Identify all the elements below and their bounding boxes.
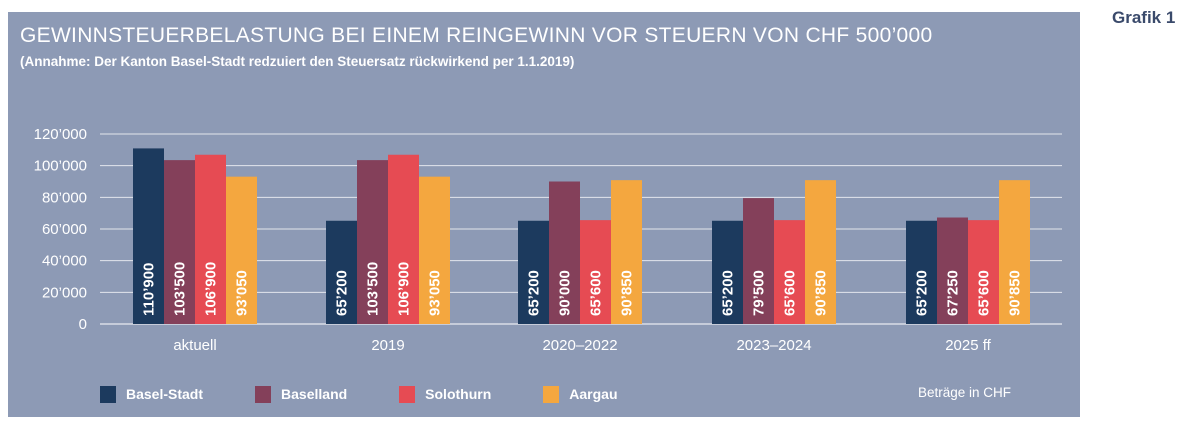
bar-solothurn <box>580 220 611 324</box>
legend-item-baselland: Baselland <box>255 385 348 403</box>
legend-swatch-basel-stadt <box>100 385 116 403</box>
y-tick-label: 40’000 <box>42 253 87 270</box>
x-category-label: 2023–2024 <box>736 337 811 354</box>
bar-value-label: 93’050 <box>427 270 444 316</box>
legend-swatch-aargau <box>543 385 560 403</box>
bar-value-label: 65’200 <box>526 270 543 316</box>
x-category-label: 2025 ff <box>945 337 991 354</box>
legend-label: Baselland <box>281 386 348 402</box>
bar-aargau <box>419 176 450 324</box>
bar-value-label: 79’500 <box>751 270 768 316</box>
bar-value-label: 65’600 <box>976 270 993 316</box>
bar-value-label: 90’850 <box>1007 270 1024 316</box>
bar-basel-stadt <box>906 220 937 324</box>
bar-aargau <box>611 180 642 324</box>
y-tick-label: 20’000 <box>42 284 87 301</box>
legend-item-solothurn: Solothurn <box>399 385 492 403</box>
bar-value-label: 65’200 <box>914 270 931 316</box>
y-tick-label: 120’000 <box>34 126 87 143</box>
bar-value-label: 90’850 <box>619 270 636 316</box>
bar-aargau <box>226 176 257 324</box>
bar-value-label: 110’900 <box>141 263 158 316</box>
legend-label: Aargau <box>569 386 618 402</box>
bar-baselland <box>937 217 968 324</box>
bar-value-label: 103’500 <box>172 262 189 316</box>
bar-basel-stadt <box>712 220 743 324</box>
bar-value-label: 65’200 <box>334 270 351 316</box>
y-tick-label: 60’000 <box>42 221 87 238</box>
bar-solothurn <box>774 220 805 324</box>
bar-value-label: 90’850 <box>813 270 830 316</box>
x-category-label: aktuell <box>173 337 216 354</box>
x-category-label: 2020–2022 <box>542 337 617 354</box>
bar-basel-stadt <box>133 148 164 324</box>
bar-baselland <box>743 198 774 324</box>
bar-solothurn <box>968 220 999 324</box>
legend: Basel-Stadt Baselland Solothurn Aargau <box>100 382 670 406</box>
bar-value-label: 106’900 <box>203 262 220 316</box>
bar-basel-stadt <box>518 220 549 324</box>
x-category-label: 2019 <box>371 337 404 354</box>
y-tick-label: 0 <box>79 316 87 333</box>
bar-baselland <box>164 160 195 324</box>
chart-title: GEWINNSTEUERBELASTUNG BEI EINEM REINGEWI… <box>20 24 933 47</box>
bar-value-label: 67’250 <box>945 270 962 316</box>
bar-value-label: 106’900 <box>396 262 413 316</box>
legend-swatch-solothurn <box>399 385 416 403</box>
y-tick-label: 80’000 <box>42 189 87 206</box>
legend-item-aargau: Aargau <box>543 385 618 403</box>
bar-baselland <box>549 181 580 324</box>
bar-value-label: 65’600 <box>782 270 799 316</box>
bar-value-label: 93’050 <box>234 270 251 316</box>
legend-swatch-baselland <box>255 385 272 403</box>
bar-aargau <box>805 180 836 324</box>
bar-value-label: 90’000 <box>557 270 574 316</box>
figure-label: Grafik 1 <box>1112 8 1176 27</box>
legend-item-basel-stadt: Basel-Stadt <box>100 385 204 403</box>
legend-label: Solothurn <box>425 386 492 402</box>
bar-baselland <box>357 160 388 324</box>
bar-value-label: 65’200 <box>720 270 737 316</box>
y-tick-label: 100’000 <box>34 158 87 175</box>
bar-solothurn <box>388 154 419 324</box>
currency-note: Beträge in CHF <box>918 385 1012 400</box>
bar-solothurn <box>195 154 226 324</box>
bar-basel-stadt <box>326 220 357 324</box>
bar-aargau <box>999 180 1030 324</box>
bar-value-label: 103’500 <box>365 262 382 316</box>
legend-label: Basel-Stadt <box>126 386 204 402</box>
bar-value-label: 65’600 <box>588 270 605 316</box>
chart-subtitle: (Annahme: Der Kanton Basel-Stadt redzuie… <box>20 54 575 69</box>
